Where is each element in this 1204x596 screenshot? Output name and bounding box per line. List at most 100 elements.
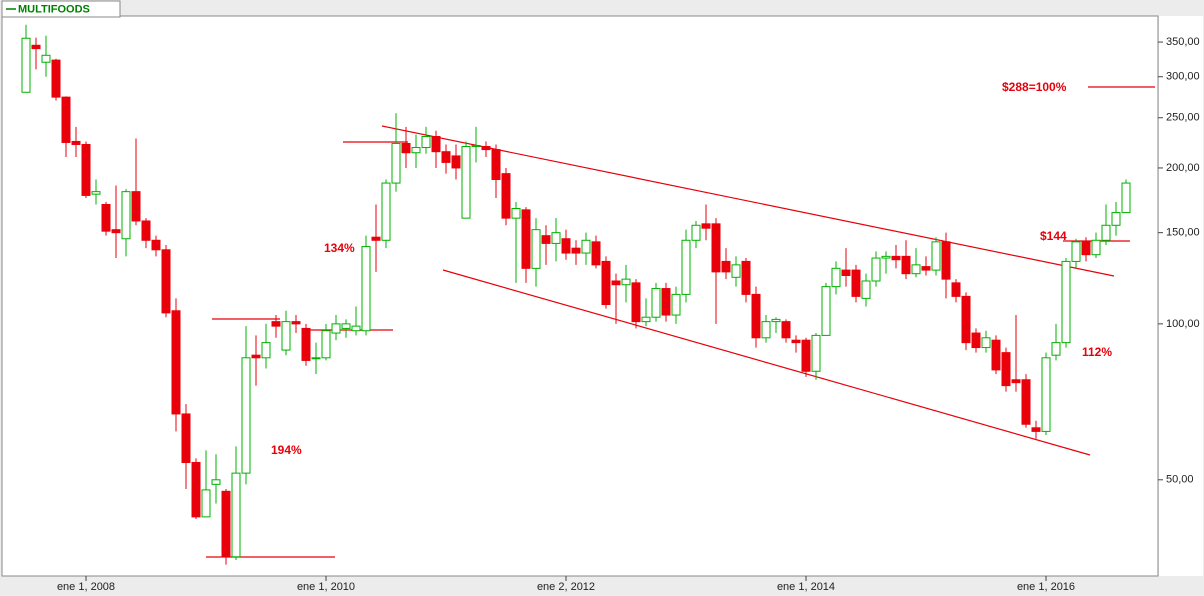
annotation: $288=100% <box>1002 80 1067 94</box>
candle-body <box>41 54 51 63</box>
candle-body <box>611 280 621 286</box>
legend-label: MULTIFOODS <box>18 3 90 15</box>
candle-body <box>571 247 581 254</box>
candle-body <box>881 255 891 259</box>
candle-body <box>201 489 211 518</box>
candle-body <box>531 229 541 269</box>
candle-body <box>151 239 161 251</box>
candle-body <box>1071 241 1081 262</box>
candle-body <box>191 461 201 518</box>
x-tick-label: ene 1, 2010 <box>297 581 355 593</box>
candle-body <box>491 149 501 180</box>
candle-body <box>291 321 301 325</box>
candle-body <box>361 246 371 332</box>
candle-body <box>741 260 751 295</box>
candle-body <box>111 229 121 234</box>
plot-area <box>1 15 1159 577</box>
candle-body <box>711 223 721 273</box>
annotation: $144 <box>1040 229 1067 243</box>
candle-body <box>271 321 281 327</box>
candle-body <box>901 255 911 275</box>
candle-body <box>841 269 851 276</box>
x-tick-label: ene 1, 2016 <box>1017 581 1075 593</box>
candle-body <box>671 293 681 316</box>
candle-body <box>541 235 551 244</box>
candle-body <box>851 269 861 297</box>
candle-body <box>971 332 981 349</box>
x-tick-label: ene 1, 2014 <box>777 581 835 593</box>
candle-body <box>731 264 741 278</box>
candle-body <box>941 241 951 280</box>
candle-body <box>141 220 151 241</box>
candle-body <box>391 142 401 184</box>
candle-body <box>101 204 111 232</box>
candle-body <box>861 280 871 299</box>
candle-body <box>991 339 1001 371</box>
candle-body <box>431 136 441 153</box>
candle-body <box>921 266 931 271</box>
candle-body <box>411 147 421 154</box>
candle-body <box>591 241 601 266</box>
candle-body <box>601 260 611 305</box>
candle-body <box>451 155 461 169</box>
candle-body <box>341 323 351 329</box>
candle-body <box>371 236 381 241</box>
candle-body <box>1121 182 1131 214</box>
candle-body <box>471 144 481 148</box>
candle-body <box>31 44 41 50</box>
y-tick-label: 150,00 <box>1166 227 1200 239</box>
candle-body <box>401 142 411 154</box>
y-tick-label: 100,00 <box>1166 318 1200 330</box>
candle-body <box>561 238 571 254</box>
candle-body <box>511 208 521 219</box>
candle-body <box>241 357 251 474</box>
candle-body <box>441 151 451 163</box>
candle-body <box>641 316 651 323</box>
candle-body <box>51 59 61 98</box>
candle-body <box>1001 352 1011 387</box>
candle-body <box>1111 212 1121 226</box>
candle-body <box>701 223 711 229</box>
candle-body <box>481 146 491 151</box>
candle-body <box>961 295 971 344</box>
candle-body <box>951 282 961 297</box>
candle-body <box>281 321 291 351</box>
legend: MULTIFOODS <box>1 0 121 18</box>
candle-body <box>761 321 771 339</box>
candle-body <box>801 339 811 372</box>
candle-body <box>1031 427 1041 432</box>
candle-body <box>581 239 591 254</box>
candle-body <box>421 136 431 149</box>
candle-body <box>331 323 341 334</box>
candle-body <box>681 239 691 295</box>
candle-body <box>981 337 991 349</box>
candle-body <box>131 191 141 222</box>
candle-body <box>781 321 791 339</box>
candle-body <box>721 260 731 273</box>
candle-body <box>1041 357 1051 432</box>
candle-body <box>1091 239 1101 256</box>
candle-body <box>691 224 701 241</box>
candle-body <box>221 490 231 558</box>
candle-body <box>1061 260 1071 344</box>
candle-body <box>631 282 641 323</box>
y-tick-label: 50,00 <box>1166 474 1194 486</box>
candle-body <box>61 96 71 143</box>
candle-body <box>931 241 941 271</box>
candle-body <box>791 339 801 344</box>
candle-body <box>891 255 901 261</box>
y-tick-label: 300,00 <box>1166 71 1200 83</box>
y-axis-area <box>1159 16 1203 576</box>
candle-body <box>71 140 81 145</box>
y-tick-label: 200,00 <box>1166 162 1200 174</box>
candle-body <box>651 288 661 318</box>
candle-body <box>871 257 881 282</box>
candle-body <box>771 318 781 323</box>
legend-box <box>1 0 121 18</box>
candle-body <box>1101 224 1111 241</box>
candle-body <box>161 249 171 314</box>
candle-body <box>551 232 561 244</box>
candle-body <box>661 288 671 316</box>
